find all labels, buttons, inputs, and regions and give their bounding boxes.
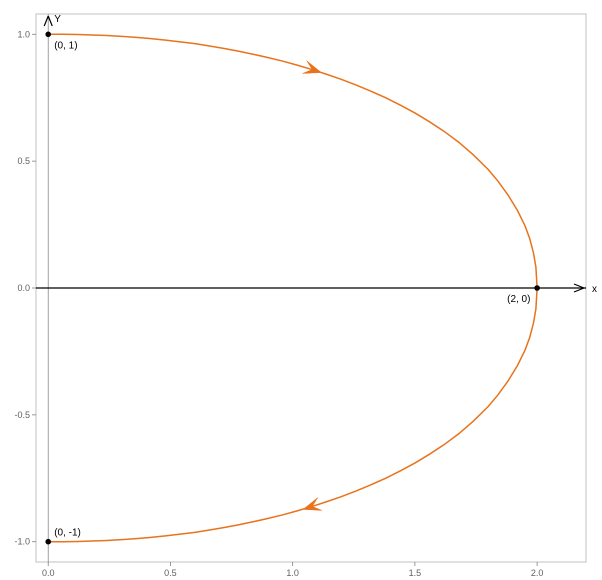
y-tick-label: -1.0 (14, 537, 30, 547)
x-tick-label: 2.0 (531, 568, 544, 578)
y-axis-label: Y (54, 14, 61, 25)
chart-container: x Y 0.0 0.5 1.0 1.5 2.0 -1.0 -0.5 0.0 0.5 1.0 (0, 1)… (0, 0, 602, 580)
point-label: (0, -1) (54, 528, 81, 539)
x-tick-label: 1.0 (286, 568, 299, 578)
x-axis-label: x (592, 284, 597, 295)
y-tick-label: -0.5 (14, 410, 30, 420)
marked-point (45, 539, 51, 545)
y-tick-label: 0.0 (17, 283, 30, 293)
point-label: (2, 0) (507, 294, 530, 305)
parametric-curve-chart: x Y 0.0 0.5 1.0 1.5 2.0 -1.0 -0.5 0.0 0.5 1.0 (0, 1)… (0, 0, 602, 580)
x-tick-label: 1.5 (409, 568, 422, 578)
marked-point (534, 285, 540, 291)
y-tick-label: 1.0 (17, 29, 30, 39)
x-tick-label: 0.5 (164, 568, 177, 578)
marked-point (45, 31, 51, 37)
point-label: (0, 1) (54, 40, 77, 51)
x-tick-label: 0.0 (42, 568, 55, 578)
y-tick-label: 0.5 (17, 156, 30, 166)
